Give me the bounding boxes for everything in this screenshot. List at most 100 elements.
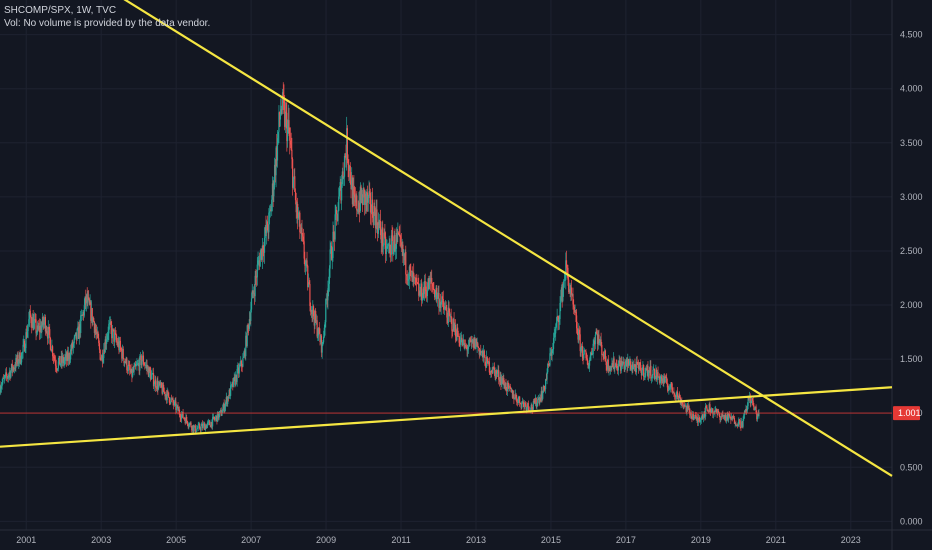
y-tick-label: 0.000: [900, 516, 923, 526]
candle: [341, 171, 343, 185]
candle: [308, 282, 310, 285]
candle: [232, 377, 235, 387]
candle: [670, 382, 672, 386]
candle: [508, 383, 510, 388]
candle: [140, 355, 142, 366]
candle: [455, 336, 457, 341]
symbol-title[interactable]: SHCOMP/SPX, 1W, TVC: [4, 5, 117, 16]
candle: [705, 406, 707, 408]
candle: [400, 242, 403, 249]
candle: [239, 364, 241, 367]
candle: [480, 351, 482, 353]
candle: [38, 326, 40, 329]
candle: [232, 382, 234, 387]
candle: [532, 409, 534, 411]
candle: [719, 416, 721, 420]
candle: [144, 365, 147, 366]
candle: [331, 258, 333, 260]
candle: [481, 350, 483, 352]
candle: [686, 405, 689, 409]
candle: [625, 359, 627, 361]
candle: [196, 428, 198, 432]
candle: [175, 406, 178, 411]
candle: [450, 316, 452, 319]
candle: [123, 358, 125, 364]
candle: [59, 356, 61, 366]
candle: [674, 395, 676, 398]
upper-trendline[interactable]: [0, 0, 893, 477]
candle: [19, 352, 21, 364]
candle: [105, 339, 107, 344]
candle: [126, 358, 128, 371]
candle: [756, 412, 758, 420]
candle: [221, 413, 223, 416]
lower-trendline[interactable]: [0, 386, 893, 448]
candle: [519, 396, 521, 404]
candle: [162, 384, 164, 394]
candle: [281, 92, 284, 110]
candle: [254, 275, 256, 297]
candle: [156, 381, 158, 389]
candle: [575, 315, 578, 329]
candle: [736, 425, 738, 426]
x-tick-label: 2001: [16, 535, 36, 545]
candle: [422, 288, 424, 300]
candle: [330, 245, 333, 260]
candle: [479, 351, 481, 355]
candle: [47, 326, 49, 339]
candle: [599, 339, 601, 342]
candle: [668, 387, 671, 389]
candle: [48, 326, 50, 330]
candle: [643, 376, 645, 378]
candle: [700, 417, 702, 420]
x-tick-label: 2003: [91, 535, 111, 545]
candle: [619, 362, 622, 371]
candle: [142, 355, 144, 361]
candle: [647, 365, 649, 377]
candle: [361, 194, 364, 205]
candle: [501, 378, 503, 385]
candle: [341, 184, 343, 201]
candle: [531, 404, 533, 410]
candle: [368, 191, 370, 196]
candle: [281, 109, 283, 111]
candle: [677, 396, 679, 400]
candle: [230, 385, 232, 396]
candle: [364, 193, 367, 205]
candle: [486, 356, 488, 359]
candle: [554, 333, 556, 335]
candle: [729, 415, 731, 419]
candle: [219, 411, 221, 414]
candle: [552, 337, 555, 349]
candle: [562, 287, 564, 301]
candle: [9, 371, 11, 378]
candle: [546, 372, 548, 380]
y-tick-label: 3.000: [900, 192, 923, 202]
candle: [316, 320, 318, 337]
candle: [300, 227, 302, 233]
candle: [576, 328, 578, 333]
candle: [611, 363, 613, 368]
candle: [77, 326, 79, 330]
candle: [260, 248, 262, 256]
candle: [108, 323, 110, 334]
candle: [114, 332, 116, 334]
candle: [580, 347, 582, 352]
candle: [179, 414, 181, 419]
candle: [398, 234, 400, 235]
x-tick-label: 2007: [241, 535, 261, 545]
candle: [241, 366, 243, 367]
candle: [298, 212, 300, 218]
candle: [630, 369, 632, 370]
candle: [601, 344, 603, 356]
candle: [728, 414, 730, 416]
candle: [351, 177, 354, 205]
candle: [440, 302, 442, 308]
candle: [176, 405, 178, 407]
candle: [299, 212, 301, 233]
candle: [182, 411, 184, 418]
candle: [253, 293, 255, 294]
candle: [417, 282, 419, 284]
candle: [493, 366, 495, 368]
